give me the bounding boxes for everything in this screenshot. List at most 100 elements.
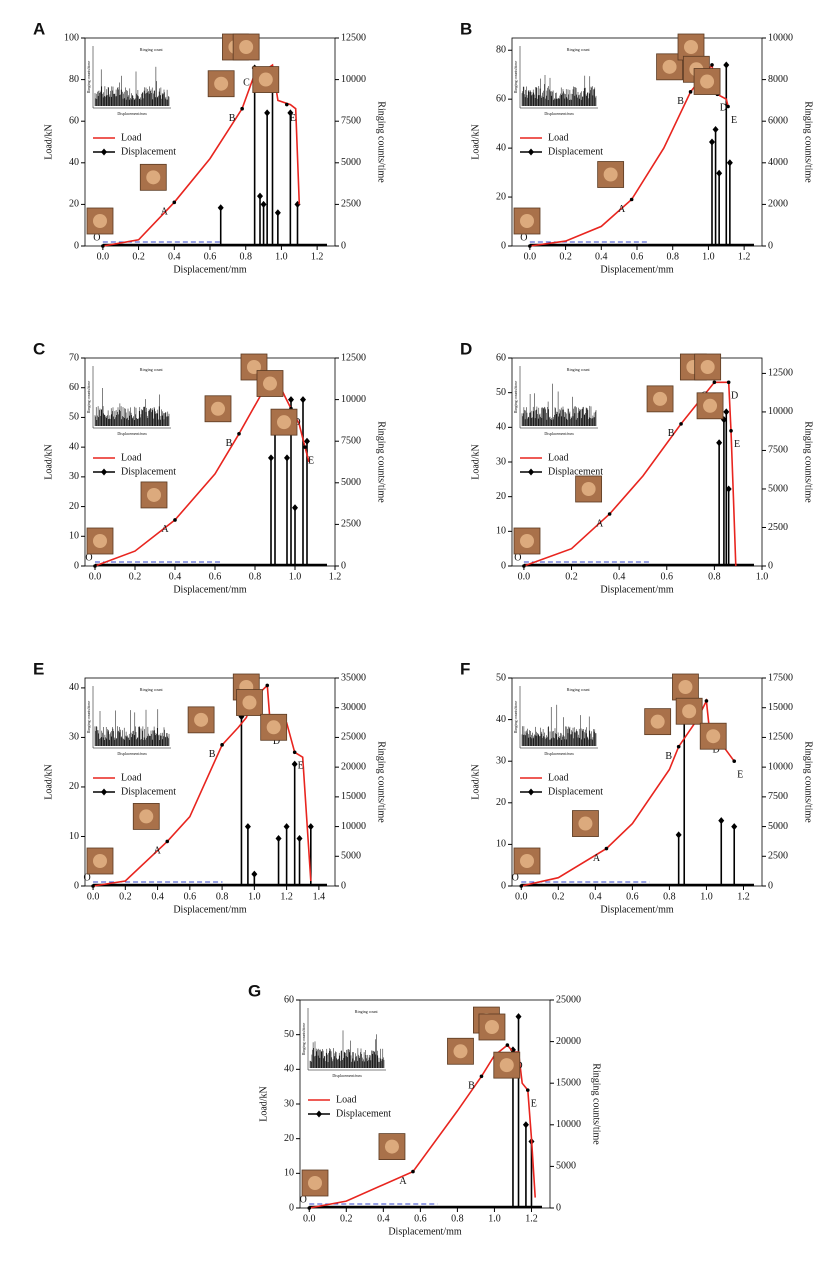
ringing-marker (292, 504, 298, 512)
specimen-photo-detail (678, 680, 693, 694)
panel-label: F (460, 659, 470, 678)
x-tick-label: 1.2 (525, 1213, 538, 1224)
y-tick-label: 20 (496, 191, 506, 202)
specimen-photo-detail (93, 214, 107, 228)
x-axis-label: Displacement/mm (600, 264, 674, 275)
stage-label: E (731, 115, 737, 126)
stage-point (411, 1169, 415, 1174)
specimen-photo-detail (662, 59, 677, 74)
inset-y-label: Ringing counts/time (301, 1023, 306, 1056)
y-tick-label: 40 (496, 422, 506, 433)
y2-tick-label: 12500 (341, 352, 366, 363)
inset-y-label: Ringing counts/time (86, 381, 91, 414)
stage-point (522, 564, 526, 568)
chart-panel: F 0.0 0.2 0.4 0.6 0.8 1.0 1.2 0 10 20 30 40 50 0 2500 50… (460, 659, 814, 915)
y2-tick-label: 7500 (768, 445, 788, 456)
y-axis-label: Load/kN (470, 764, 481, 800)
specimen-photo-detail (308, 1176, 322, 1190)
inset-x-label: Displacement/mm (544, 431, 574, 436)
ringing-marker (284, 454, 290, 462)
x-tick-label: 1.0 (289, 571, 302, 582)
stage-point (307, 1206, 312, 1210)
y-tick-label: 20 (496, 797, 506, 808)
x-tick-label: 0.8 (216, 891, 229, 902)
panel-label: D (460, 339, 472, 358)
x-tick-label: 0.4 (589, 891, 602, 902)
legend-label: Displacement (336, 1108, 391, 1119)
specimen-photo-detail (258, 72, 273, 87)
y2-axis-label: Ringing counts/time (376, 741, 387, 823)
y2-axis-label: Ringing counts/time (376, 101, 387, 183)
inset-legend: Ringing count (355, 1009, 379, 1014)
ringing-marker (731, 823, 738, 831)
y2-tick-label: 5000 (341, 851, 361, 862)
y-tick-label: 0 (501, 560, 506, 571)
specimen-photo-detail (700, 360, 715, 374)
stage-point (732, 759, 737, 763)
chart-panel: D0.0 0.2 0.4 0.6 0.8 1.0010203040506002500500… (460, 339, 814, 595)
legend-label: Displacement (548, 466, 603, 477)
stage-point (265, 683, 270, 688)
y2-axis-label: Ringing counts/time (376, 421, 387, 503)
specimen-photo-detail (93, 854, 107, 868)
x-tick-label: 0.4 (169, 571, 182, 582)
stage-point (479, 1074, 484, 1079)
x-tick-label: 0.0 (87, 891, 100, 902)
stage-label: A (161, 207, 169, 218)
x-tick-label: 0.8 (239, 251, 252, 262)
stage-point (704, 699, 709, 703)
x-tick-label: 0.2 (132, 251, 145, 262)
y-tick-label: 50 (69, 412, 79, 423)
specimen-photo-detail (263, 376, 277, 391)
inset-y-label: Ringing counts/time (86, 61, 91, 94)
specimen-photo-detail (706, 729, 721, 744)
stage-label: C (243, 77, 250, 88)
ringing-marker (675, 831, 682, 839)
stage-point (604, 846, 609, 851)
specimen-photo-detail (194, 712, 209, 727)
y-tick-label: 0 (74, 560, 79, 571)
specimen-photo (256, 370, 284, 397)
panel-label: B (460, 19, 472, 38)
legend-label: Displacement (121, 786, 176, 797)
y-tick-label: 60 (69, 115, 79, 126)
stage-point (91, 884, 95, 888)
y-tick-label: 60 (69, 382, 79, 393)
ringing-marker (251, 870, 258, 878)
y-axis-label: Load/kN (258, 1086, 269, 1122)
stage-label: O (520, 232, 527, 243)
y-tick-label: 30 (69, 732, 79, 743)
legend-marker (101, 788, 107, 796)
y2-tick-label: 15000 (341, 791, 366, 802)
panel-label: C (33, 339, 45, 358)
legend-marker (316, 1110, 322, 1118)
y2-tick-label: 10000 (341, 821, 366, 832)
y2-axis-label: Ringing counts/time (803, 101, 814, 183)
panel-label: A (33, 19, 45, 38)
legend-marker (528, 468, 534, 476)
stage-point (165, 839, 170, 844)
specimen-photo-detail (520, 214, 534, 228)
specimen-photo-detail (520, 854, 534, 868)
stage-label: B (665, 751, 672, 762)
y-tick-label: 60 (284, 994, 294, 1005)
stage-label: A (399, 1176, 407, 1187)
y-tick-label: 10 (496, 839, 506, 850)
ringing-marker (264, 109, 271, 117)
y2-tick-label: 5000 (768, 483, 788, 494)
inset-noise (521, 383, 597, 426)
x-tick-label: 0.4 (595, 251, 608, 262)
chart-panel: E 0.0 0.2 0.4 0.6 0.8 1.0 1.2 1.4 0 10 20 30 40 0 5000 1… (33, 659, 387, 915)
y2-tick-label: 10000 (768, 406, 793, 417)
legend-marker (528, 788, 534, 796)
legend-marker (101, 468, 107, 476)
x-tick-label: 0.4 (377, 1213, 390, 1224)
stage-label: B (468, 1081, 475, 1092)
stage-point (525, 1088, 530, 1092)
x-tick-label: 0.4 (613, 571, 626, 582)
stage-point (237, 431, 241, 436)
x-tick-label: 0.2 (559, 251, 572, 262)
legend-label: Load (548, 132, 569, 143)
y2-tick-label: 12500 (341, 32, 366, 43)
